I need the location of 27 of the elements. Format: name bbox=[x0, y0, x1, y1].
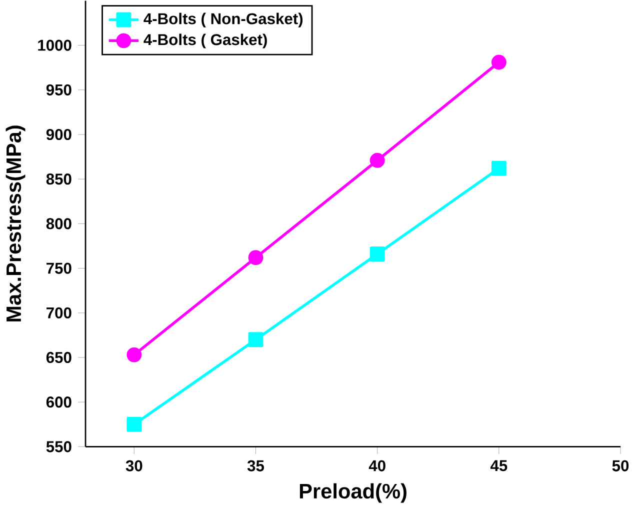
point bbox=[491, 55, 506, 70]
y-tick-label: 550 bbox=[46, 441, 72, 452]
point bbox=[370, 246, 385, 262]
legend-label: 4-Bolts ( Non-Gasket) bbox=[144, 13, 303, 28]
x-tick-label: 50 bbox=[612, 460, 629, 472]
x-tick-label: 45 bbox=[490, 460, 508, 472]
y-tick-label: 950 bbox=[46, 84, 72, 96]
y-tick-label: 750 bbox=[46, 262, 72, 274]
y-tick-label: 650 bbox=[46, 352, 72, 364]
y-tick-label: 700 bbox=[46, 308, 72, 319]
y-tick-label: 800 bbox=[46, 218, 72, 230]
x-tick-label: 40 bbox=[368, 460, 386, 472]
y-axis-title: Max.Prestress(MPa) bbox=[6, 126, 26, 322]
x-tick-label: 30 bbox=[126, 460, 142, 472]
y-tick-label: 850 bbox=[46, 174, 72, 185]
point bbox=[491, 161, 506, 176]
point bbox=[126, 417, 142, 432]
point bbox=[248, 250, 264, 266]
y-tick-label: 600 bbox=[46, 396, 72, 408]
point bbox=[126, 348, 142, 363]
x-tick-label: 35 bbox=[247, 460, 264, 472]
y-tick-label: 1000 bbox=[38, 40, 72, 52]
point bbox=[248, 332, 264, 348]
legend-label: 4-Bolts ( Gasket) bbox=[144, 34, 267, 49]
point bbox=[370, 153, 385, 168]
y-tick-label: 900 bbox=[46, 129, 72, 140]
x-axis-title: Preload(%) bbox=[300, 484, 406, 503]
